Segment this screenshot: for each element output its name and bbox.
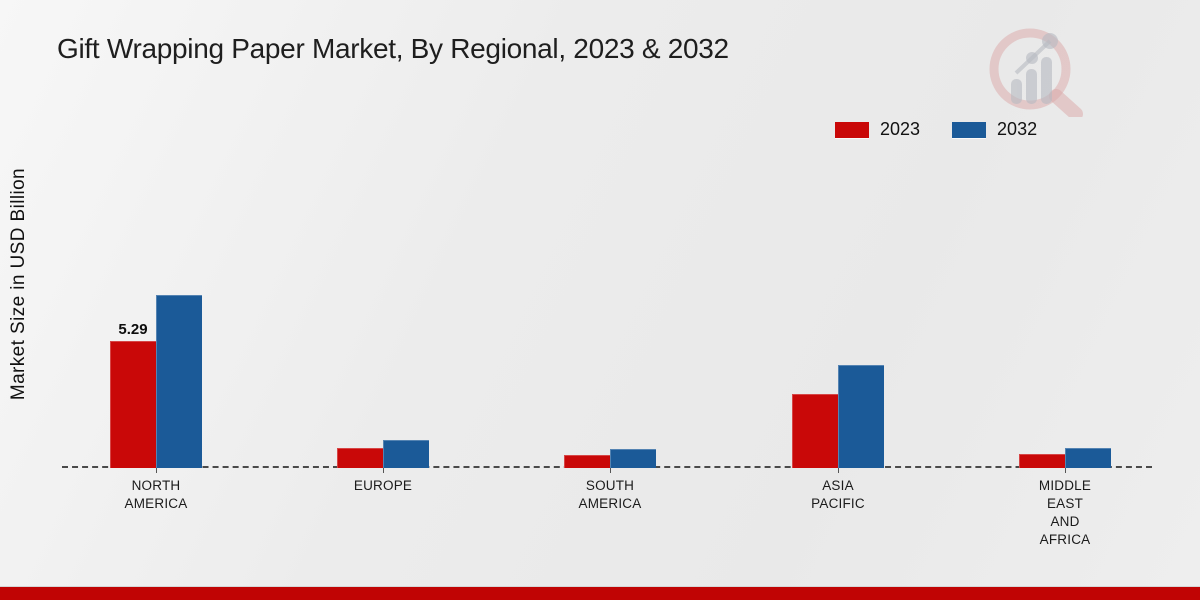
legend-item-2023: 2023 — [835, 119, 920, 140]
category-label-asia-pacific: ASIA PACIFIC — [811, 478, 865, 511]
legend-swatch-2023 — [835, 121, 869, 138]
bar-2032-europe — [383, 440, 429, 468]
bar-2032-north-america — [156, 295, 202, 468]
bar-2032-south-america — [610, 448, 656, 468]
axis-tick-europe — [383, 468, 384, 473]
axis-tick-asia-pacific — [838, 468, 839, 473]
category-label-north-america: NORTH AMERICA — [124, 478, 188, 511]
bar-2023-europe — [337, 447, 383, 468]
bar-2023-south-america — [564, 454, 610, 468]
bar-2032-asia-pacific — [838, 364, 884, 468]
bar-2023-middle-east-and-africa — [1019, 453, 1065, 468]
footer-stripe — [0, 586, 1200, 600]
axis-tick-south-america — [610, 468, 611, 473]
axis-tick-north-america — [156, 468, 157, 473]
legend: 2023 2032 — [835, 119, 1037, 140]
legend-swatch-2032 — [952, 121, 987, 138]
chart-title: Gift Wrapping Paper Market, By Regional,… — [57, 33, 729, 64]
legend-item-2032: 2032 — [952, 119, 1037, 140]
category-label-middle-east-and-africa: MIDDLE EAST AND AFRICA — [1038, 478, 1092, 547]
data-label-2023-north-america: 5.29 — [118, 321, 148, 339]
axis-tick-middle-east-and-africa — [1065, 468, 1066, 473]
legend-label-2023: 2023 — [880, 119, 921, 139]
bar-2032-middle-east-and-africa — [1065, 447, 1111, 468]
legend-label-2032: 2032 — [997, 119, 1038, 139]
magnifier-growth-chart-logo-icon — [989, 28, 1083, 117]
category-label-europe: EUROPE — [353, 478, 413, 493]
category-label-south-america: SOUTH AMERICA — [578, 478, 642, 511]
bar-2023-asia-pacific — [792, 393, 838, 468]
bar-2023-north-america — [110, 341, 156, 468]
